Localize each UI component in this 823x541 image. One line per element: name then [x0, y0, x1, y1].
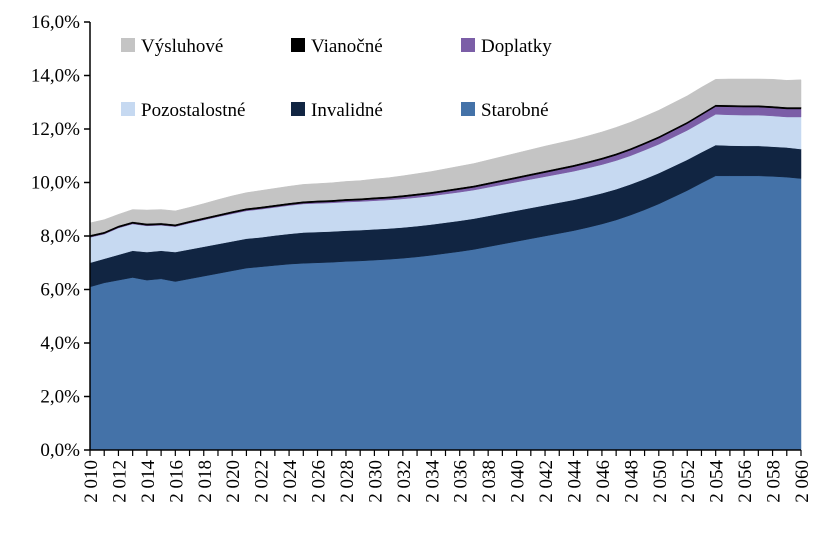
- x-tick-label: 2 032: [394, 460, 415, 503]
- x-tick-label: 2 060: [792, 460, 813, 503]
- legend-label-invalidne: Invalidné: [311, 100, 383, 121]
- legend-swatch-starobne: [461, 102, 475, 116]
- legend-label-vysluhove: Výsluhové: [141, 36, 223, 57]
- x-tick-label: 2 018: [195, 460, 216, 503]
- y-tick-label: 12,0%: [31, 119, 80, 140]
- y-tick-label: 16,0%: [31, 12, 80, 33]
- legend-label-doplatky: Doplatky: [481, 36, 552, 57]
- x-tick-label: 2 036: [451, 460, 472, 503]
- y-tick-label: 4,0%: [40, 333, 80, 354]
- x-tick-label: 2 024: [280, 460, 301, 503]
- area-vysluhove: [89, 78, 802, 236]
- x-tick-label: 2 058: [764, 460, 785, 503]
- x-tick-label: 2 044: [565, 460, 586, 503]
- x-tick-label: 2 040: [508, 460, 529, 503]
- y-tick-label: 14,0%: [31, 66, 80, 87]
- area-layer: [89, 78, 802, 451]
- legend-swatch-invalidne: [291, 102, 305, 116]
- legend-label-vianocne: Vianočné: [311, 36, 383, 57]
- y-tick-label: 6,0%: [40, 280, 80, 301]
- legend: Výsluhové Vianočné Doplatky Pozostalostné In…: [121, 36, 552, 121]
- x-tick-label: 2 012: [109, 460, 130, 503]
- x-tick-label: 2 016: [166, 460, 187, 503]
- x-tick-label: 2 034: [422, 460, 443, 503]
- x-tick-label: 2 026: [309, 460, 330, 503]
- x-tick-label: 2 054: [707, 460, 728, 503]
- legend-label-pozostalostne: Pozostalostné: [141, 100, 246, 121]
- legend-swatch-vysluhove: [121, 38, 135, 52]
- x-tick-label: 2 010: [81, 460, 102, 503]
- x-tick-label: 2 028: [337, 460, 358, 503]
- x-tick-label: 2 050: [650, 460, 671, 503]
- x-tick-label: 2 042: [536, 460, 557, 503]
- legend-swatch-vianocne: [291, 38, 305, 52]
- x-tick-label: 2 038: [479, 460, 500, 503]
- x-tick-label: 2 022: [252, 460, 273, 503]
- x-tick-label: 2 048: [621, 460, 642, 503]
- x-tick-label: 2 030: [365, 460, 386, 503]
- x-axis-ticks: 2 010 2 012 2 014 2 016 2 018 2 020 2 022 2 024…: [81, 450, 813, 503]
- y-tick-label: 0,0%: [40, 440, 80, 461]
- y-tick-label: 2,0%: [40, 387, 80, 408]
- y-tick-label: 8,0%: [40, 226, 80, 247]
- x-tick-label: 2 052: [678, 460, 699, 503]
- legend-swatch-pozostalostne: [121, 102, 135, 116]
- y-tick-label: 10,0%: [31, 173, 80, 194]
- legend-label-starobne: Starobné: [481, 100, 549, 121]
- y-axis-ticks: 0,0% 2,0% 4,0% 6,0% 8,0% 10,0% 12,0% 14,0% 16,0%: [31, 12, 90, 461]
- x-tick-label: 2 056: [735, 460, 756, 503]
- legend-swatch-doplatky: [461, 38, 475, 52]
- x-tick-label: 2 046: [593, 460, 614, 503]
- x-tick-label: 2 020: [223, 460, 244, 503]
- x-tick-label: 2 014: [138, 460, 159, 503]
